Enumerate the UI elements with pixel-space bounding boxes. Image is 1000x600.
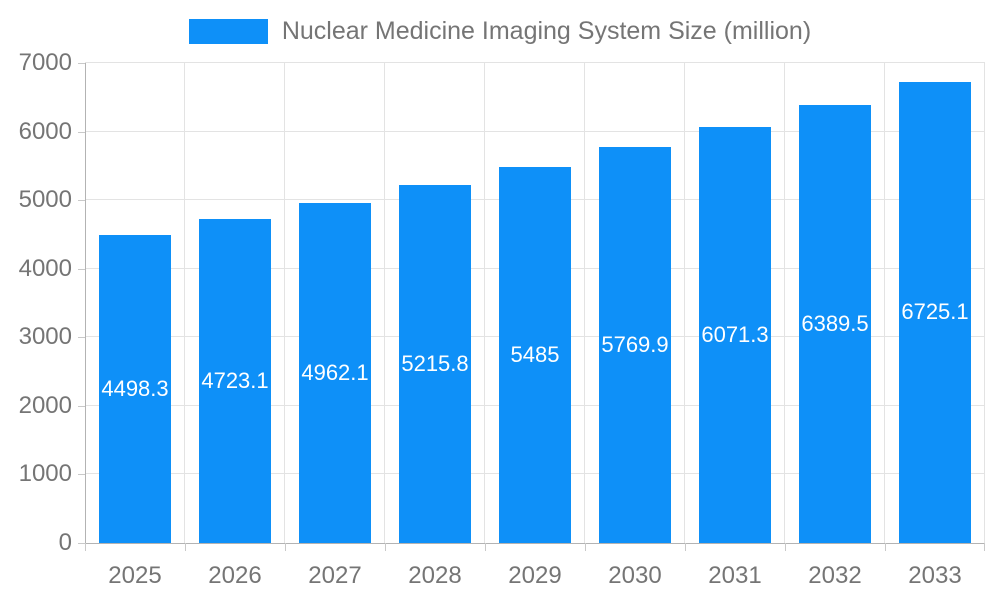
bar-value-label: 4723.1 [201, 368, 269, 394]
x-axis-tick-label: 2029 [508, 562, 562, 589]
x-axis-tick-label: 2030 [608, 562, 662, 589]
x-axis-tick-label: 2031 [708, 562, 762, 589]
y-axis-tick-label: 5000 [18, 186, 72, 214]
y-axis-tick [78, 63, 85, 64]
x-axis-tick [185, 543, 186, 551]
bar-value-label: 6389.5 [801, 310, 869, 336]
x-axis-tick [885, 543, 886, 551]
y-axis-tick-label: 0 [58, 529, 72, 556]
bar-value-label: 6071.3 [701, 321, 769, 347]
vertical-gridline [484, 63, 485, 543]
bar-value-label: 5769.9 [601, 332, 669, 358]
plot-area: 4498.3 4723.1 4962.1 5215.8 5485 5769.9 6071.3… [85, 62, 985, 543]
y-axis-tick-label: 7000 [18, 49, 72, 76]
vertical-gridline [684, 63, 685, 543]
x-axis-tick-label: 2026 [208, 562, 262, 589]
x-axis-line [85, 543, 985, 544]
x-axis-tick-label: 2033 [908, 562, 962, 589]
legend-swatch[interactable] [188, 19, 268, 44]
bar-2030: 5769.9 [599, 147, 671, 543]
x-axis-tick [785, 543, 786, 551]
bar-2032: 6389.5 [799, 104, 871, 543]
y-axis-tick-label: 1000 [18, 460, 72, 488]
bar-2025: 4498.3 [99, 234, 171, 543]
x-axis-tick [385, 543, 386, 551]
y-axis-tick [78, 200, 85, 202]
x-axis-tick [485, 543, 486, 551]
bar-2033: 6725.1 [899, 81, 971, 543]
x-axis-tick-label: 2027 [308, 562, 362, 589]
bar-value-label: 4498.3 [101, 375, 169, 401]
bar-2027: 4962.1 [299, 202, 371, 543]
y-axis-tick [78, 268, 85, 270]
x-axis-tick [984, 543, 985, 551]
y-axis-tick [78, 131, 85, 133]
legend-label[interactable]: Nuclear Medicine Imaging System Size (mi… [281, 17, 812, 45]
bar-2028: 5215.8 [399, 185, 471, 543]
bar-2029: 5485 [499, 166, 571, 543]
bar-value-label: 5215.8 [401, 351, 469, 377]
y-axis-tick [78, 474, 85, 476]
vertical-gridline [584, 63, 585, 543]
bar-value-label: 6725.1 [901, 299, 969, 325]
x-axis-tick-label: 2032 [808, 562, 862, 589]
y-axis-tick-label: 2000 [18, 391, 72, 419]
x-axis-tick [685, 543, 686, 551]
y-axis-line [85, 63, 86, 543]
x-axis-tick-label: 2025 [108, 562, 162, 589]
vertical-gridline [384, 63, 385, 543]
chart-legend: Nuclear Medicine Imaging System Size (mi… [0, 17, 1000, 46]
y-axis-tick [78, 405, 85, 407]
x-axis-tick-label: 2028 [408, 562, 462, 589]
y-axis-tick-label: 6000 [18, 117, 72, 145]
bar-2031: 6071.3 [699, 126, 771, 543]
horizontal-gridline [85, 62, 985, 63]
vertical-gridline [784, 63, 785, 543]
vertical-gridline [884, 63, 885, 543]
horizontal-gridline [85, 130, 985, 132]
x-axis-tick [585, 543, 586, 551]
bar-2026: 4723.1 [199, 219, 271, 543]
bar-value-label: 5485 [510, 341, 560, 367]
vertical-gridline [984, 63, 985, 543]
y-axis-tick-label: 3000 [18, 323, 72, 351]
vertical-gridline [284, 63, 285, 543]
x-axis-tick [285, 543, 286, 551]
bar-value-label: 4962.1 [301, 359, 369, 385]
y-axis-tick-label: 4000 [18, 254, 72, 282]
y-axis-tick [78, 543, 85, 544]
y-axis-tick [78, 337, 85, 339]
x-axis-tick [85, 543, 86, 551]
vertical-gridline [184, 63, 185, 543]
